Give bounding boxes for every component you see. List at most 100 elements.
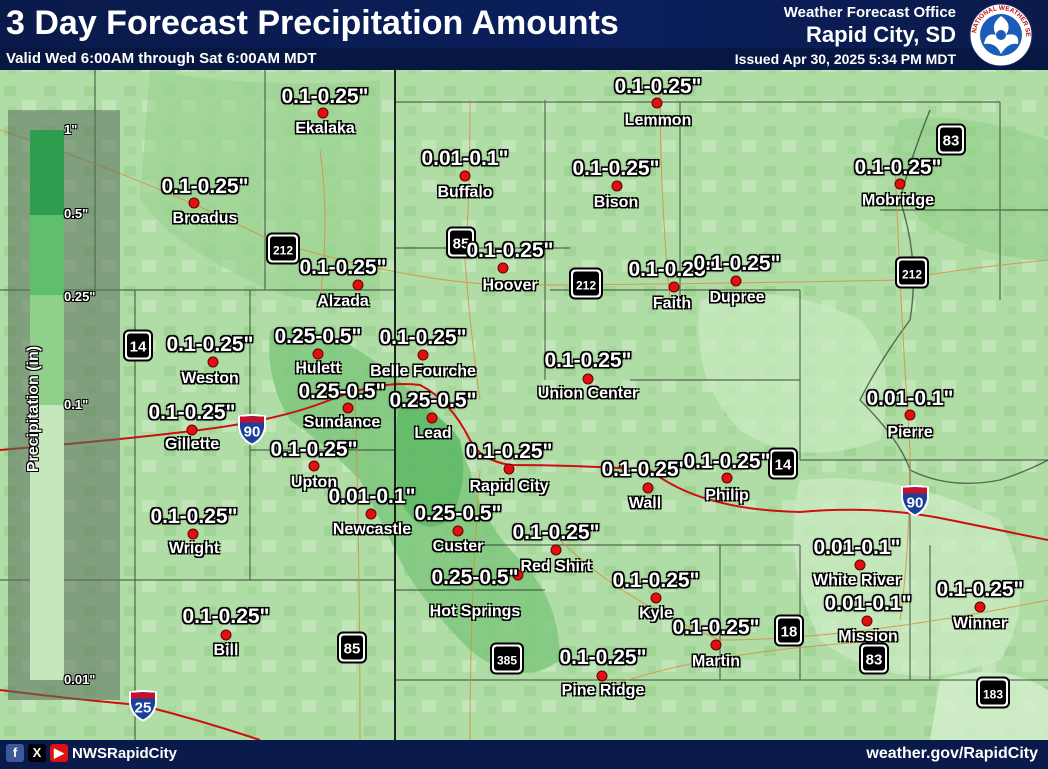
location-name-hot-springs: Hot Springs	[429, 603, 521, 620]
us-highway-shield-14: 14	[768, 447, 798, 485]
precip-amount-broadus: 0.1-0.25"	[161, 175, 249, 198]
shield-label: 212	[273, 244, 293, 258]
location-name-martin: Martin	[692, 653, 740, 670]
office-name: Weather Forecast Office	[783, 4, 956, 21]
legend-tick: 0.5"	[64, 206, 89, 221]
precip-amount-upton: 0.1-0.25"	[270, 438, 358, 461]
location-name-dupree: Dupree	[709, 289, 765, 306]
location-name-belle-fourche: Belle Fourche	[370, 363, 476, 380]
valid-period: Valid Wed 6:00AM through Sat 6:00AM MDT	[6, 50, 317, 67]
location-name-lemmon: Lemmon	[624, 112, 692, 129]
precip-amount-dupree: 0.1-0.25"	[693, 252, 781, 275]
legend-band-4	[30, 405, 64, 680]
precip-amount-pine-ridge: 0.1-0.25"	[559, 646, 647, 669]
location-marker-mobridge	[894, 178, 906, 190]
location-marker-bill	[220, 629, 232, 641]
precip-amount-lead: 0.25-0.5"	[389, 389, 477, 412]
precip-amount-martin: 0.1-0.25"	[672, 616, 760, 639]
location-marker-belle-fourche	[417, 349, 429, 361]
location-name-gillette: Gillette	[164, 436, 220, 453]
location-marker-faith	[668, 281, 680, 293]
x-icon[interactable]: X	[28, 744, 46, 762]
location-name-union-center: Union Center	[537, 385, 639, 402]
location-name-winner: Winner	[952, 615, 1008, 632]
precip-amount-hulett: 0.25-0.5"	[274, 325, 362, 348]
legend-band-1	[30, 130, 64, 215]
precip-amount-belle-fourche: 0.1-0.25"	[379, 326, 467, 349]
shield-label: 385	[497, 654, 517, 668]
location-name-kyle: Kyle	[639, 605, 673, 622]
issued-time: Issued Apr 30, 2025 5:34 PM MDT	[734, 51, 956, 67]
website-link[interactable]: weather.gov/RapidCity	[866, 745, 1038, 762]
shield-label: 25	[135, 700, 152, 717]
us-highway-shield-385: 385	[490, 642, 524, 680]
precip-amount-faith: 0.1-0.25"	[628, 258, 716, 281]
location-marker-mission	[861, 615, 873, 627]
location-name-wall: Wall	[628, 495, 662, 512]
precip-amount-rapid-city: 0.1-0.25"	[465, 440, 553, 463]
interstate-shield-90: 90	[900, 485, 930, 522]
location-marker-upton	[308, 460, 320, 472]
precip-amount-wright: 0.1-0.25"	[150, 505, 238, 528]
legend-color-bar	[30, 130, 64, 680]
location-name-pine-ridge: Pine Ridge	[561, 682, 645, 699]
location-marker-buffalo	[459, 170, 471, 182]
location-marker-martin	[710, 639, 722, 651]
shield-label: 18	[781, 624, 798, 641]
shield-label: 90	[244, 424, 261, 441]
location-name-upton: Upton	[290, 474, 338, 491]
precip-amount-philip: 0.1-0.25"	[683, 450, 771, 473]
location-name-newcastle: Newcastle	[332, 521, 412, 538]
us-highway-shield-85: 85	[337, 631, 367, 669]
youtube-icon[interactable]: ▶	[50, 744, 68, 762]
location-name-faith: Faith	[652, 295, 692, 312]
us-highway-shield-212: 212	[895, 256, 929, 294]
precip-amount-lemmon: 0.1-0.25"	[614, 75, 702, 98]
shield-label: 212	[902, 268, 922, 282]
location-name-pierre: Pierre	[887, 424, 933, 441]
location-name-wright: Wright	[168, 540, 220, 557]
facebook-icon[interactable]: f	[6, 744, 24, 762]
precip-amount-newcastle: 0.01-0.1"	[328, 485, 416, 508]
interstate-shield-25: 25	[128, 690, 158, 727]
precip-amount-weston: 0.1-0.25"	[166, 333, 254, 356]
shield-label: 90	[907, 495, 924, 512]
location-marker-bison	[611, 180, 623, 192]
precip-amount-kyle: 0.1-0.25"	[612, 569, 700, 592]
location-name-weston: Weston	[181, 370, 239, 387]
legend-tick: 0.25"	[64, 289, 96, 304]
us-highway-shield-85: 85	[446, 226, 476, 264]
location-marker-philip	[721, 472, 733, 484]
location-name-mission: Mission	[838, 628, 898, 645]
precip-amount-buffalo: 0.01-0.1"	[421, 147, 509, 170]
shield-label: 85	[453, 236, 470, 253]
us-highway-shield-14: 14	[123, 329, 153, 367]
precip-amount-mobridge: 0.1-0.25"	[854, 156, 942, 179]
precip-amount-custer: 0.25-0.5"	[414, 502, 502, 525]
location-name-ekalaka: Ekalaka	[295, 120, 355, 137]
precip-amount-pierre: 0.01-0.1"	[866, 387, 954, 410]
precip-amount-gillette: 0.1-0.25"	[148, 401, 236, 424]
location-marker-kyle	[650, 592, 662, 604]
us-highway-shield-18: 18	[774, 614, 804, 652]
shield-label: 14	[775, 457, 792, 474]
location-marker-wright	[187, 528, 199, 540]
location-marker-broadus	[188, 197, 200, 209]
location-marker-pierre	[904, 409, 916, 421]
location-marker-gillette	[186, 424, 198, 436]
location-name-rapid-city: Rapid City	[469, 478, 549, 495]
shield-label: 183	[983, 688, 1003, 702]
shield-label: 85	[344, 641, 361, 658]
location-name-bill: Bill	[213, 642, 239, 659]
shield-label: 14	[130, 339, 147, 356]
location-marker-hot-springs	[512, 569, 524, 581]
location-marker-sundance	[342, 402, 354, 414]
location-name-hoover: Hoover	[482, 277, 538, 294]
location-marker-dupree	[730, 275, 742, 287]
shield-label: 212	[576, 279, 596, 293]
location-marker-lead	[426, 412, 438, 424]
nws-logo-icon: NATIONAL WEATHER SERVICE	[968, 2, 1033, 67]
precip-amount-white-river: 0.01-0.1"	[813, 536, 901, 559]
social-handle[interactable]: NWSRapidCity	[72, 745, 177, 762]
precip-amount-alzada: 0.1-0.25"	[299, 256, 387, 279]
